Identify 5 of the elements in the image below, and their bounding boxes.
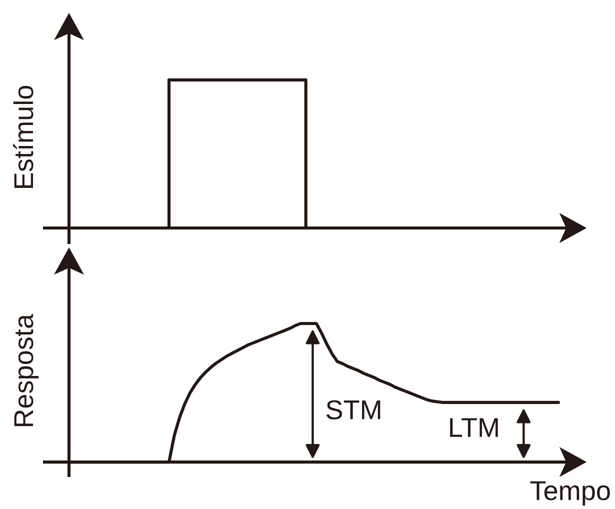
annotation: STM: [326, 400, 380, 420]
x-axis-title: Tempo: [530, 481, 610, 506]
annotation: LTM: [450, 418, 498, 437]
y-axis-title: Resposta: [14, 314, 39, 426]
y-axis-title: Estímulo: [13, 86, 34, 188]
